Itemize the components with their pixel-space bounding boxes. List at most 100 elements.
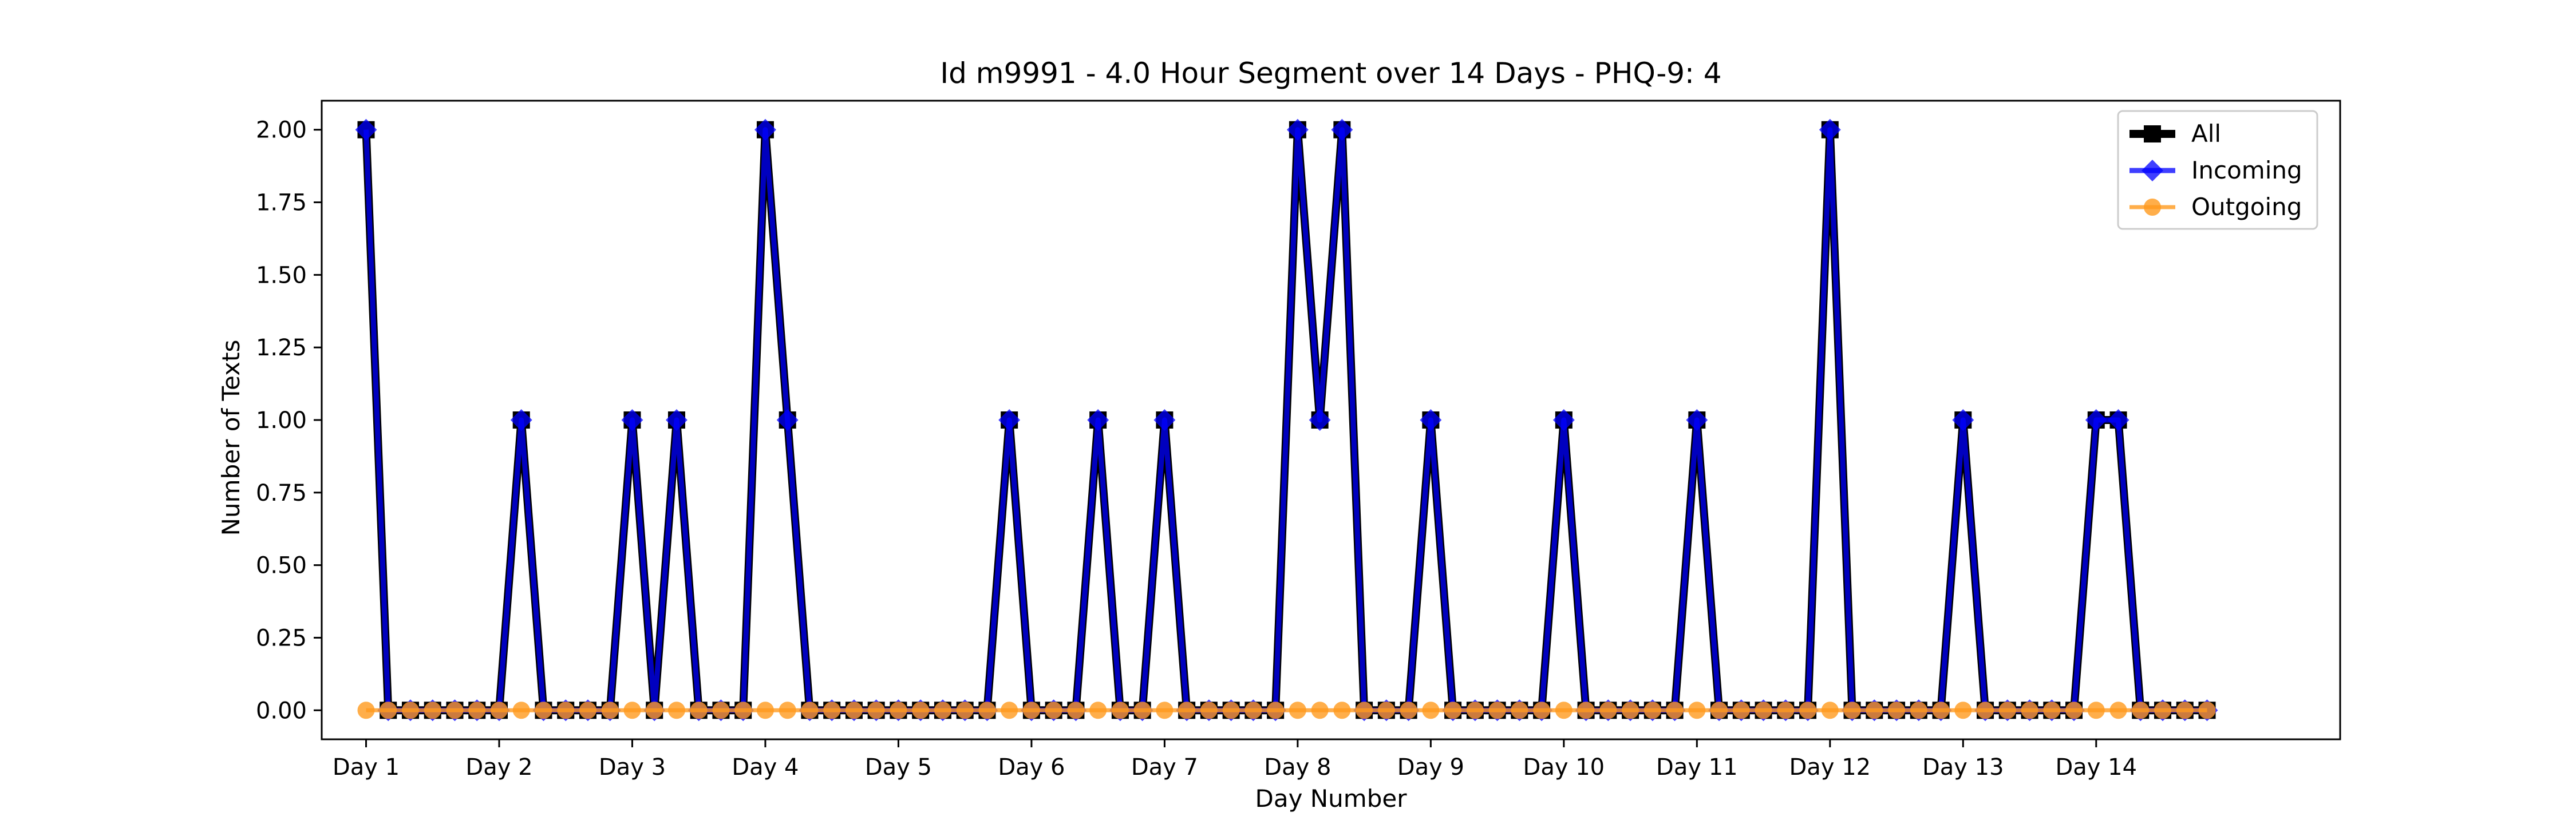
- legend-outgoing-label: Outgoing: [2191, 193, 2302, 221]
- series-outgoing-point: [380, 702, 397, 719]
- series-outgoing-point: [2132, 702, 2150, 719]
- series-outgoing-point: [1400, 702, 1417, 719]
- series-incoming-point: [1087, 409, 1109, 431]
- series-outgoing-point: [1710, 702, 1728, 719]
- y-tick-label: 0.25: [256, 625, 307, 651]
- legend-all-label: All: [2191, 120, 2221, 148]
- y-tick-label: 1.25: [256, 335, 307, 361]
- series-incoming-point: [2107, 409, 2129, 431]
- series-outgoing-point: [1333, 702, 1351, 719]
- plot-area: 0.00 0.25 0.50 0.75 1.00 1.25 1.50 1.75 2.00 Day …: [256, 100, 2341, 781]
- series-outgoing-point: [1311, 702, 1329, 719]
- x-tick-label: Day 4: [732, 754, 799, 781]
- series-outgoing-point: [1356, 702, 1373, 719]
- series-outgoing-point: [690, 702, 708, 719]
- chart-title: Id m9991 - 4.0 Hour Segment over 14 Days…: [940, 57, 1721, 90]
- series-incoming-point: [1819, 118, 1841, 141]
- series-outgoing-point: [1045, 702, 1062, 719]
- series-outgoing-point: [2065, 702, 2083, 719]
- series-outgoing-point: [1998, 702, 2016, 719]
- series-outgoing-point: [890, 702, 907, 719]
- series-outgoing-point: [1111, 702, 1129, 719]
- series-outgoing-point: [1267, 702, 1285, 719]
- x-tick-label: Day 2: [465, 754, 532, 781]
- series-outgoing-point: [557, 702, 575, 719]
- series-incoming-point: [1420, 409, 1442, 431]
- series-outgoing-point: [1932, 702, 1950, 719]
- y-tick-label: 1.00: [256, 407, 307, 434]
- series-outgoing-point: [1577, 702, 1595, 719]
- series-incoming-point: [621, 409, 643, 431]
- x-tick-label: Day 7: [1131, 754, 1198, 781]
- series-outgoing-point: [2154, 702, 2172, 719]
- series-outgoing-point: [956, 702, 974, 719]
- series-incoming-point: [665, 409, 688, 431]
- x-tick-label: Day 13: [1922, 754, 2004, 781]
- x-tick-label: Day 11: [1656, 754, 1738, 781]
- series-incoming-point: [1153, 409, 1176, 431]
- series-outgoing-point: [1910, 702, 1927, 719]
- series-outgoing-point: [934, 702, 951, 719]
- legend: All Incoming Outgoing: [2117, 110, 2318, 230]
- series-outgoing-point: [1533, 702, 1551, 719]
- y-tick-label: 0.75: [256, 480, 307, 506]
- series-outgoing-point: [424, 702, 441, 719]
- series-outgoing-point: [1732, 702, 1750, 719]
- legend-all-marker: [2144, 125, 2161, 142]
- series-outgoing-point: [801, 702, 819, 719]
- series-outgoing-point: [1511, 702, 1528, 719]
- series-outgoing-point: [1466, 702, 1484, 719]
- series-outgoing-point: [1067, 702, 1085, 719]
- series-outgoing-point: [756, 702, 774, 719]
- series-outgoing-point: [2176, 702, 2194, 719]
- series-outgoing-point: [1089, 702, 1107, 719]
- series-outgoing-point: [734, 702, 752, 719]
- series-outgoing-point: [1001, 702, 1018, 719]
- series-outgoing-point: [667, 702, 685, 719]
- x-tick-label: Day 3: [599, 754, 666, 781]
- series-outgoing-point: [512, 702, 530, 719]
- series-outgoing-point: [446, 702, 464, 719]
- series-incoming-point: [355, 118, 377, 141]
- series-outgoing-point: [978, 702, 996, 719]
- series-outgoing-point: [912, 702, 930, 719]
- series-outgoing-point: [535, 702, 552, 719]
- series-outgoing-point: [1222, 702, 1240, 719]
- series-outgoing-point: [1799, 702, 1817, 719]
- series-outgoing-point: [1555, 702, 1573, 719]
- series-incoming-point: [1952, 409, 1974, 431]
- series-outgoing-point: [1488, 702, 1506, 719]
- series-incoming-point: [776, 409, 799, 431]
- series-outgoing-point: [1422, 702, 1440, 719]
- series-incoming-point: [1286, 118, 1309, 141]
- series-outgoing-point: [779, 702, 796, 719]
- series-outgoing-point: [623, 702, 641, 719]
- series-outgoing-point: [468, 702, 486, 719]
- series-incoming-point: [1309, 409, 1331, 431]
- series-outgoing-point: [1821, 702, 1839, 719]
- y-axis-label: Number of Texts: [217, 340, 245, 536]
- series-incoming-point: [1552, 409, 1575, 431]
- series-outgoing-point: [1977, 702, 1994, 719]
- legend-incoming-marker: [2142, 160, 2163, 181]
- series-incoming-point: [998, 409, 1021, 431]
- series-outgoing-point: [1200, 702, 1218, 719]
- y-tick-label: 0.50: [256, 553, 307, 579]
- y-tick-label: 1.50: [256, 262, 307, 288]
- series-incoming-point: [2085, 409, 2107, 431]
- series-outgoing-point: [646, 702, 663, 719]
- y-tick-label: 1.75: [256, 190, 307, 216]
- series-outgoing-point: [1178, 702, 1196, 719]
- x-tick-label: Day 1: [333, 754, 400, 781]
- series-outgoing-point: [2109, 702, 2127, 719]
- series-incoming-point: [754, 118, 776, 141]
- series-outgoing-point: [1377, 702, 1395, 719]
- series-incoming-point: [1331, 118, 1353, 141]
- series-outgoing-point: [1599, 702, 1617, 719]
- x-tick-label: Day 12: [1789, 754, 1871, 781]
- x-tick-label: Day 5: [865, 754, 932, 781]
- series-outgoing-point: [2043, 702, 2061, 719]
- x-axis-label: Day Number: [1255, 785, 1407, 813]
